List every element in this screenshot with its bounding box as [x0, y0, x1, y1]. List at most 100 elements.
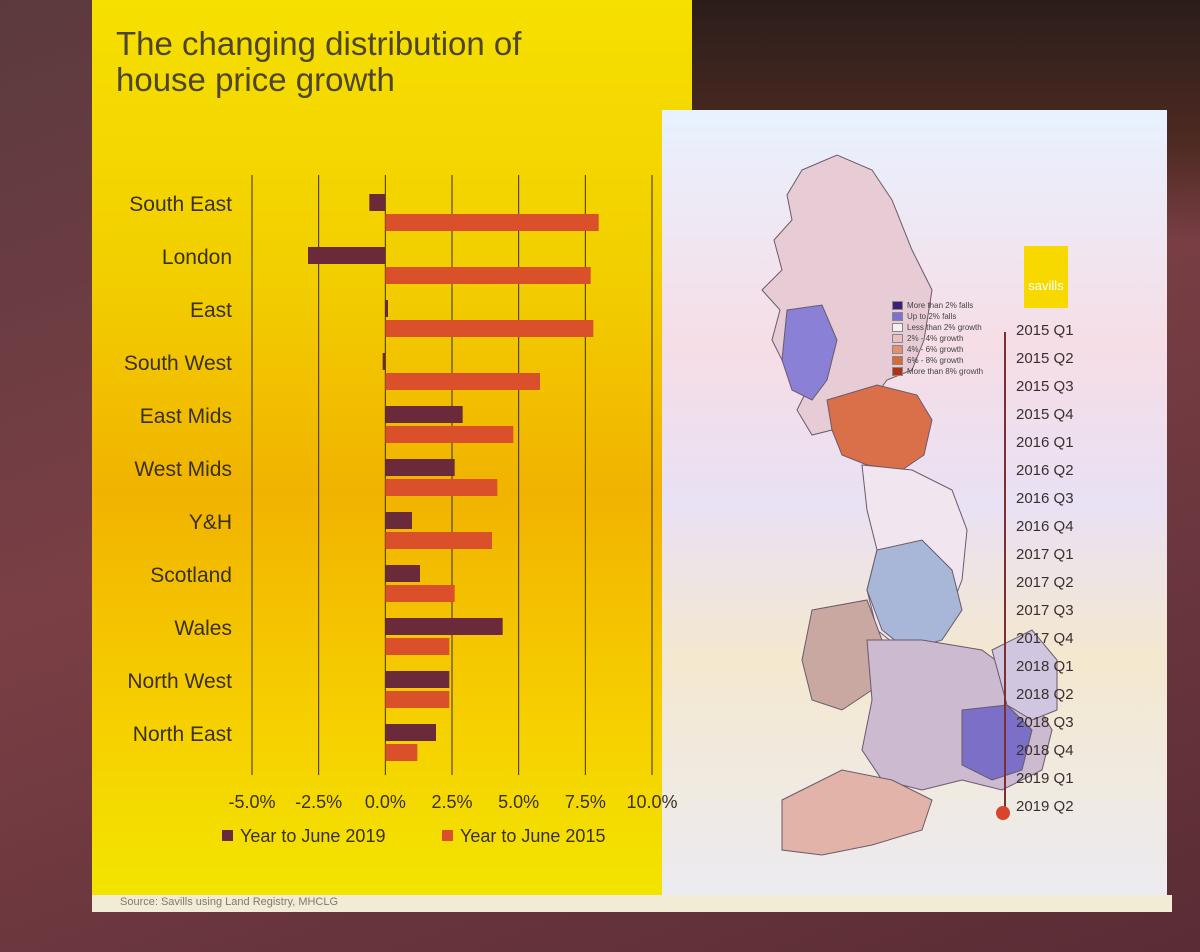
category-label: West Mids	[134, 458, 232, 481]
bar-year-2015	[385, 638, 450, 655]
map-legend-label: More than 8% growth	[907, 367, 984, 376]
map-scotland-west	[781, 304, 838, 401]
x-tick-label: 0.0%	[365, 792, 406, 812]
x-tick-label: 2.5%	[431, 792, 472, 812]
map-legend-item: 4% - 6% growth	[892, 344, 983, 355]
category-label: South East	[129, 193, 232, 216]
bar-year-2019	[385, 459, 455, 476]
bar-year-2015	[385, 373, 540, 390]
map-legend-item: More than 8% growth	[892, 366, 983, 377]
category-label: South West	[124, 352, 232, 375]
legend-label: Year to June 2019	[240, 826, 385, 846]
timeline-current-dot	[996, 806, 1010, 820]
bar-year-2015	[385, 532, 492, 549]
map-legend-label: 4% - 6% growth	[907, 345, 964, 354]
map-legend-label: Up to 2% falls	[907, 312, 957, 321]
bar-year-2019	[385, 565, 420, 582]
category-label: Scotland	[150, 564, 232, 587]
timeline-quarter: 2017 Q3	[1016, 602, 1074, 619]
slide-title: The changing distribution of house price…	[116, 26, 636, 98]
category-label: Wales	[174, 617, 232, 640]
x-tick-label: 10.0%	[626, 792, 677, 812]
timeline-quarter: 2018 Q2	[1016, 686, 1074, 703]
map-legend-label: More than 2% falls	[907, 301, 974, 310]
category-label: North West	[127, 670, 232, 693]
savills-logo: savills	[1024, 246, 1068, 308]
bar-chart: South East London East South West East Mids W…	[124, 175, 678, 846]
map-legend: More than 2% falls Up to 2% falls Less tha…	[892, 300, 983, 377]
timeline-quarter: 2019 Q1	[1016, 770, 1074, 787]
timeline-quarter: 2018 Q3	[1016, 714, 1074, 731]
footer-strip	[92, 895, 1172, 912]
timeline-quarter: 2016 Q4	[1016, 518, 1074, 535]
bar-year-2019	[369, 194, 386, 211]
uk-map	[761, 154, 1058, 856]
map-legend-item: More than 2% falls	[892, 300, 983, 311]
bar-year-2019	[385, 671, 450, 688]
category-label: North East	[133, 723, 232, 746]
presentation-slide: Source: Savills using Land Registry, MHC…	[92, 0, 1172, 912]
map-midlands	[866, 539, 963, 651]
bar-year-2019	[308, 247, 386, 264]
map-legend-label: 2% - 4% growth	[907, 334, 964, 343]
map-legend-swatch	[892, 356, 903, 365]
source-note: Source: Savills using Land Registry, MHC…	[120, 896, 339, 908]
map-legend-item: Up to 2% falls	[892, 311, 983, 322]
bar-year-2019	[382, 353, 386, 370]
bar-year-2015	[385, 214, 599, 231]
bar-year-2019	[385, 300, 388, 317]
map-south-west	[781, 769, 933, 856]
map-east-anglia	[991, 629, 1058, 721]
timeline-quarter: 2019 Q2	[1016, 798, 1074, 815]
timeline-quarter: 2018 Q4	[1016, 742, 1074, 759]
category-label: East Mids	[140, 405, 232, 428]
legend-swatch	[222, 830, 233, 841]
x-tick-label: 5.0%	[498, 792, 539, 812]
map-legend-swatch	[892, 323, 903, 332]
map-wales	[801, 599, 883, 711]
category-label: East	[190, 299, 232, 322]
map-legend-label: 6% - 8% growth	[907, 356, 964, 365]
timeline-quarter: 2015 Q4	[1016, 406, 1074, 423]
bar-year-2015	[385, 479, 498, 496]
x-tick-label: -2.5%	[295, 792, 342, 812]
bar-year-2015	[385, 744, 418, 761]
map-panel	[662, 110, 1167, 895]
bar-year-2015	[385, 320, 594, 337]
bar-year-2019	[385, 406, 463, 423]
map-legend-swatch	[892, 345, 903, 354]
timeline-quarter: 2016 Q2	[1016, 462, 1074, 479]
timeline-quarter: 2016 Q1	[1016, 434, 1074, 451]
timeline-line	[1004, 332, 1006, 810]
timeline-quarter: 2015 Q3	[1016, 378, 1074, 395]
map-legend-label: Less than 2% growth	[907, 323, 982, 332]
x-tick-label: 7.5%	[565, 792, 606, 812]
x-tick-label: -5.0%	[228, 792, 275, 812]
timeline-quarter: 2016 Q3	[1016, 490, 1074, 507]
timeline-quarter: 2017 Q4	[1016, 630, 1074, 647]
bar-year-2019	[385, 618, 503, 635]
title-line-2: house price growth	[116, 61, 395, 98]
category-label: Y&H	[189, 511, 232, 534]
bar-year-2015	[385, 267, 591, 284]
bar-year-2019	[385, 512, 412, 529]
bar-year-2015	[385, 691, 450, 708]
map-legend-item: 2% - 4% growth	[892, 333, 983, 344]
bar-year-2015	[385, 426, 514, 443]
timeline-quarter: 2015 Q2	[1016, 350, 1074, 367]
timeline-quarter: 2015 Q1	[1016, 322, 1074, 339]
timeline-quarter: 2017 Q1	[1016, 546, 1074, 563]
timeline-quarter: 2017 Q2	[1016, 574, 1074, 591]
map-legend-swatch	[892, 312, 903, 321]
title-line-1: The changing distribution of	[116, 25, 522, 62]
category-label: London	[162, 246, 232, 269]
map-north-england	[826, 384, 933, 471]
bar-year-2015	[385, 585, 455, 602]
map-legend-swatch	[892, 367, 903, 376]
map-legend-item: 6% - 8% growth	[892, 355, 983, 366]
map-legend-swatch	[892, 301, 903, 310]
timeline-quarter: 2018 Q1	[1016, 658, 1074, 675]
map-legend-swatch	[892, 334, 903, 343]
legend-swatch	[442, 830, 453, 841]
